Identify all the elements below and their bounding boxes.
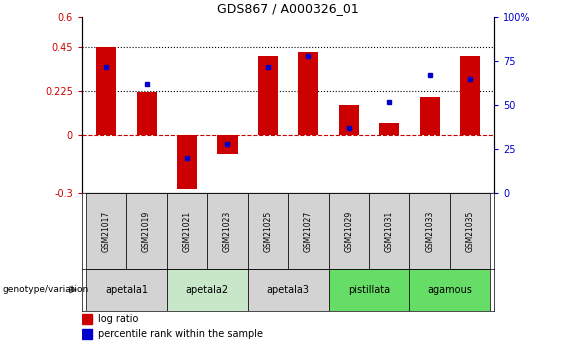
Text: GSM21035: GSM21035 — [466, 210, 475, 252]
Bar — [177, 135, 197, 189]
Bar — [369, 193, 410, 269]
Bar — [247, 193, 288, 269]
Bar — [420, 97, 440, 135]
Bar — [137, 91, 157, 135]
Text: apetala3: apetala3 — [267, 285, 310, 295]
Bar — [329, 193, 369, 269]
Bar — [410, 193, 450, 269]
Bar — [127, 193, 167, 269]
Title: GDS867 / A000326_01: GDS867 / A000326_01 — [218, 2, 359, 15]
Bar — [288, 193, 329, 269]
Text: percentile rank within the sample: percentile rank within the sample — [98, 329, 263, 339]
Bar — [207, 193, 247, 269]
Bar — [247, 269, 329, 310]
Text: GSM21023: GSM21023 — [223, 210, 232, 252]
Bar — [298, 52, 319, 135]
Text: GSM21019: GSM21019 — [142, 210, 151, 252]
Text: GSM21027: GSM21027 — [304, 210, 313, 252]
Bar — [410, 269, 490, 310]
Text: agamous: agamous — [428, 285, 472, 295]
Bar — [379, 123, 399, 135]
Bar — [167, 269, 247, 310]
Bar — [86, 193, 127, 269]
Bar — [450, 193, 490, 269]
Text: log ratio: log ratio — [98, 314, 138, 324]
Bar — [329, 269, 410, 310]
Text: GSM21025: GSM21025 — [263, 210, 272, 252]
Text: GSM21033: GSM21033 — [425, 210, 434, 252]
Bar — [86, 269, 167, 310]
Text: GSM21029: GSM21029 — [344, 210, 353, 252]
Bar — [82, 329, 92, 339]
Text: GSM21017: GSM21017 — [102, 210, 111, 252]
Bar — [460, 56, 480, 135]
Text: apetala2: apetala2 — [186, 285, 229, 295]
Bar — [258, 56, 278, 135]
Text: GSM21021: GSM21021 — [182, 210, 192, 252]
Text: GSM21031: GSM21031 — [385, 210, 394, 252]
Bar — [338, 105, 359, 135]
Bar — [96, 47, 116, 135]
Bar — [167, 193, 207, 269]
Bar — [82, 314, 92, 324]
Text: genotype/variation: genotype/variation — [3, 285, 89, 294]
Bar — [218, 135, 238, 154]
Text: pistillata: pistillata — [348, 285, 390, 295]
Text: apetala1: apetala1 — [105, 285, 148, 295]
